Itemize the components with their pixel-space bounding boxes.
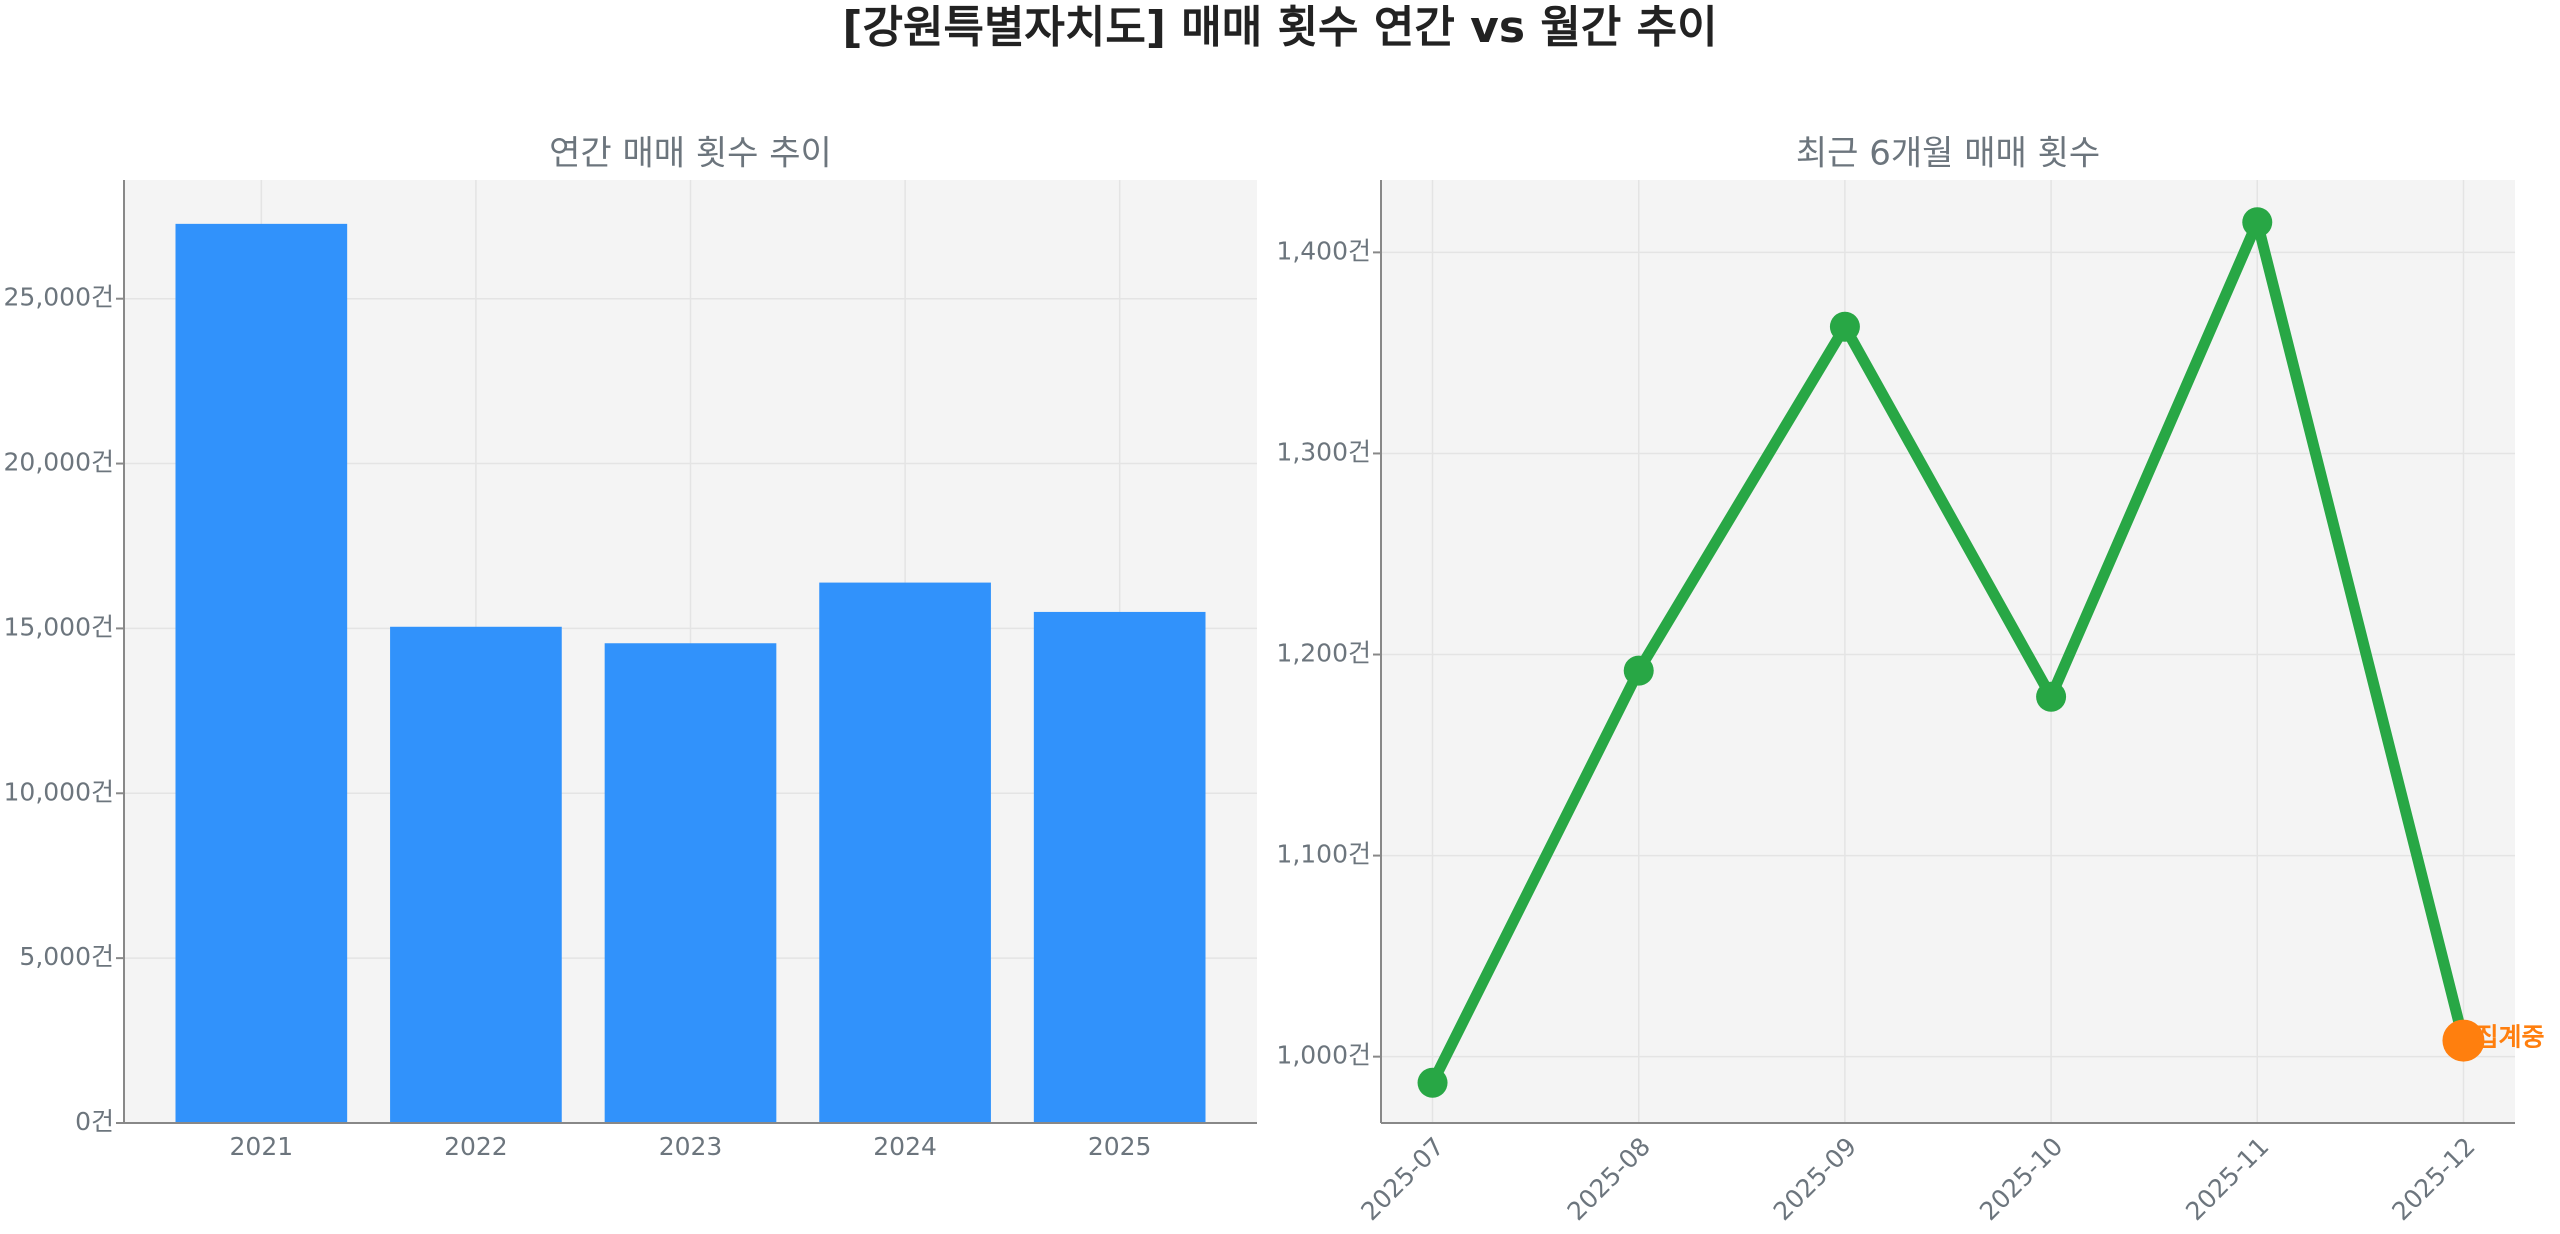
point — [1623, 655, 1654, 686]
y-tick-label: 25,000건 — [4, 283, 114, 312]
y-tick-label: 5,000건 — [19, 942, 114, 971]
y-tick-label: 1,300건 — [1276, 437, 1371, 466]
bar — [175, 223, 348, 1124]
x-tick-label: 2025-07 — [1355, 1132, 1449, 1226]
y-tick-label: 10,000건 — [4, 777, 114, 806]
x-tick-label: 2025-10 — [1974, 1132, 2068, 1226]
annotation-marker — [2442, 1019, 2485, 1062]
plot-background — [1381, 180, 2515, 1123]
x-tick-label: 2025-09 — [1768, 1132, 1862, 1226]
x-tick-label: 2021 — [230, 1132, 294, 1161]
x-tick-label: 2025 — [1088, 1132, 1152, 1161]
bar — [604, 643, 777, 1123]
x-tick-label: 2022 — [444, 1132, 508, 1161]
x-tick-label: 2023 — [659, 1132, 723, 1161]
line — [1427, 216, 2469, 1086]
y-tick-label: 1,100건 — [1276, 840, 1371, 869]
y-tick-label: 1,000건 — [1276, 1041, 1371, 1070]
point — [1417, 1067, 1448, 1098]
y-tick-label: 0건 — [75, 1107, 114, 1136]
point — [2036, 681, 2067, 712]
point — [1829, 311, 1860, 342]
point — [2242, 207, 2273, 238]
y-tick-label: 1,200건 — [1276, 639, 1371, 668]
bar — [1033, 611, 1206, 1123]
bar — [819, 582, 991, 1123]
annotation-label: 집계중 — [2475, 1023, 2544, 1052]
x-tick-label: 2025-11 — [2180, 1132, 2274, 1226]
y-tick-label: 15,000건 — [4, 612, 114, 641]
x-tick-label: 2024 — [873, 1132, 937, 1161]
x-tick-label: 2025-08 — [1562, 1132, 1656, 1226]
chart-title: 연간 매매 횟수 추이 — [549, 134, 832, 174]
x-tick-label: 2025-12 — [2386, 1132, 2480, 1226]
chart-title: 최근 6개월 매매 횟수 — [1796, 134, 2100, 174]
main-title: [강원특별자치도] 매매 횟수 연간 vs 월간 추이 — [842, 2, 1717, 53]
y-tick-label: 1,400건 — [1276, 236, 1371, 265]
bar — [390, 626, 562, 1123]
y-tick-label: 20,000건 — [4, 448, 114, 477]
